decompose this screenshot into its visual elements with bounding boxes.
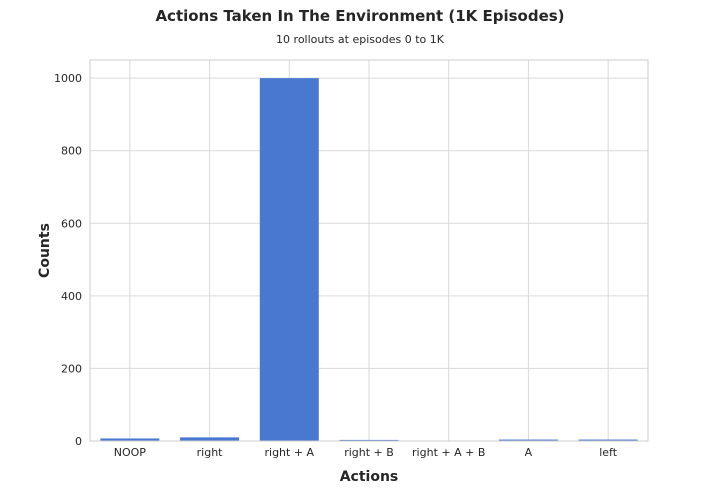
x-tick-label: right + A <box>264 446 314 459</box>
x-tick-labels: NOOP right right + A right + B right + A + B… <box>114 446 618 459</box>
y-tick-label: 800 <box>61 145 82 158</box>
y-tick-label: 0 <box>75 435 82 448</box>
bar <box>498 439 558 441</box>
bar <box>100 438 160 441</box>
bar <box>259 78 319 442</box>
x-axis-label: Actions <box>340 469 399 485</box>
y-tick-labels: 0 200 400 600 800 1000 <box>54 72 82 448</box>
x-tick-label: right <box>197 446 224 459</box>
x-tick-label: left <box>599 446 618 459</box>
x-tick-label: NOOP <box>114 446 147 459</box>
bars <box>100 78 638 442</box>
x-tick-label: right + A + B <box>412 446 485 459</box>
chart-subtitle: 10 rollouts at episodes 0 to 1K <box>276 33 444 46</box>
chart-title: Actions Taken In The Environment (1K Epi… <box>155 7 565 25</box>
y-tick-label: 400 <box>61 290 82 303</box>
grid <box>90 60 648 442</box>
y-tick-label: 200 <box>61 362 82 375</box>
y-tick-label: 600 <box>61 217 82 230</box>
bar <box>180 437 240 441</box>
bar <box>578 439 638 441</box>
y-axis-label: Counts <box>37 223 53 278</box>
y-tick-label: 1000 <box>54 72 82 85</box>
bar <box>339 439 399 441</box>
plot-frame <box>89 59 649 442</box>
x-tick-label: A <box>525 446 533 459</box>
x-tick-label: right + B <box>344 446 394 459</box>
